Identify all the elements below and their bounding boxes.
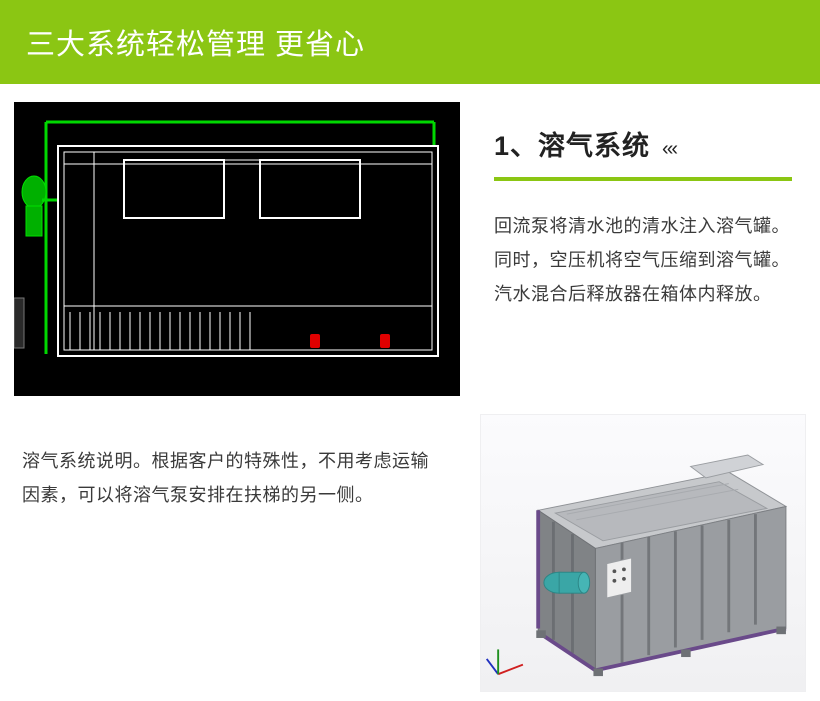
banner-title: 三大系统轻松管理 更省心 [26, 21, 365, 63]
section-title: 1、溶气系统 [494, 124, 650, 163]
note-text: 溶气系统说明。根据客户的特殊性，不用考虑运输因素，可以将溶气泵安排在扶梯的另一侧… [22, 444, 440, 512]
axes-triad [487, 649, 523, 674]
schematic-diagram [14, 102, 460, 396]
arrows-icon: ‹‹‹ [662, 138, 676, 161]
equipment-render [480, 414, 806, 692]
schematic-svg [14, 102, 460, 396]
banner: 三大系统轻松管理 更省心 [0, 0, 820, 84]
note-block: 溶气系统说明。根据客户的特殊性，不用考虑运输因素，可以将溶气泵安排在扶梯的另一侧… [14, 414, 460, 692]
content-grid: 1、溶气系统 ‹‹‹ 回流泵将清水池的清水注入溶气罐。同时，空压机将空气压缩到溶… [0, 84, 820, 701]
section-title-row: 1、溶气系统 ‹‹‹ [494, 124, 792, 181]
section-description: 回流泵将清水池的清水注入溶气罐。同时，空压机将空气压缩到溶气罐。汽水混合后释放器… [494, 209, 792, 312]
section-header-block: 1、溶气系统 ‹‹‹ 回流泵将清水池的清水注入溶气罐。同时，空压机将空气压缩到溶… [480, 102, 806, 396]
render-svg [481, 415, 805, 691]
